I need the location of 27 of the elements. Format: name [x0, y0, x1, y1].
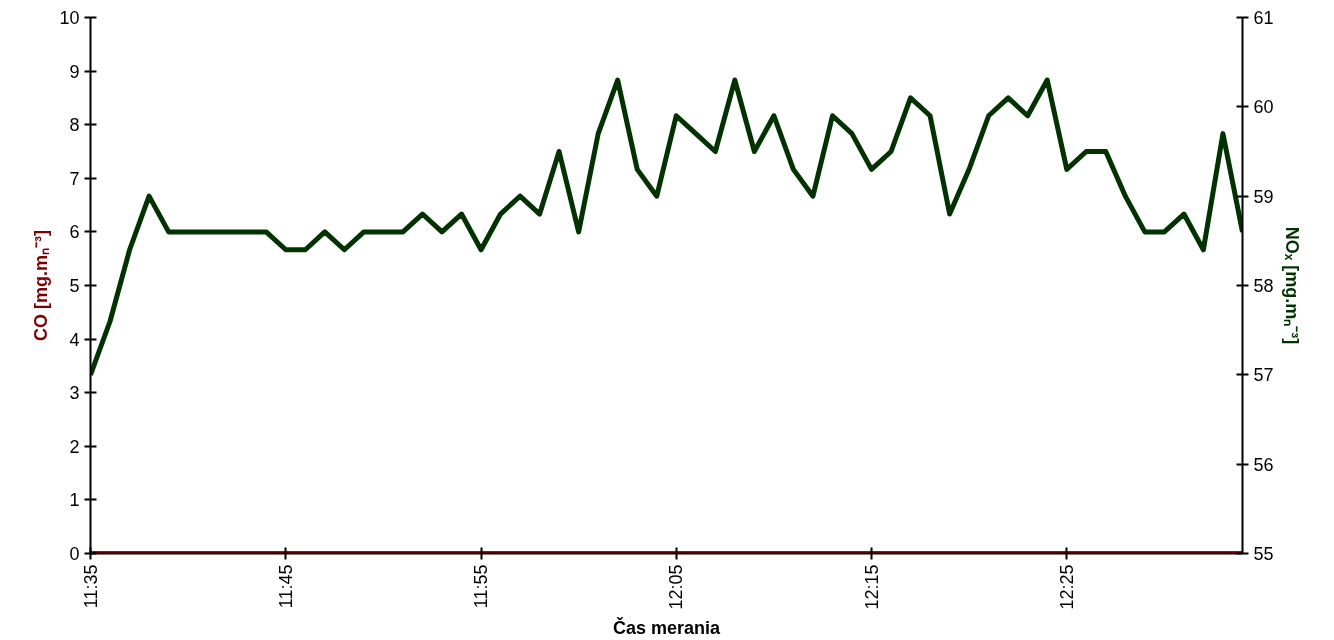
y-tick-label: 6	[69, 222, 80, 243]
x-tick-label: 11:35	[80, 564, 101, 609]
x-tick-label: 11:45	[275, 564, 296, 609]
y-tick-label: 1	[69, 490, 80, 511]
x-tick-label: 12:15	[861, 564, 882, 610]
y-tick-label: 3	[69, 383, 80, 404]
y-tick-label: 5	[69, 276, 80, 296]
y-tick-label: 4	[69, 329, 80, 350]
y2-tick-label: 56	[1253, 454, 1274, 475]
y-tick-label: 2	[69, 436, 80, 457]
y2-tick-label: 61	[1253, 8, 1274, 28]
y2-tick-label: 57	[1253, 365, 1274, 386]
y2-tick-label: 60	[1253, 97, 1274, 118]
y-axis-title: CO [mg.mₙ⁻³]	[31, 229, 52, 341]
y-tick-label: 7	[69, 168, 80, 189]
y2-axis-title: NOₓ [mg.mₙ⁻³]	[1281, 226, 1302, 345]
x-axis-title: Čas merania	[612, 616, 722, 638]
x-tick-label: 11:55	[471, 564, 492, 609]
y2-tick-label: 58	[1253, 276, 1274, 296]
y-tick-label: 8	[69, 115, 80, 136]
x-tick-label: 12:25	[1056, 564, 1077, 610]
y-tick-label: 10	[59, 8, 80, 28]
y-tick-label: 9	[69, 61, 80, 82]
y2-tick-label: 59	[1253, 186, 1274, 207]
y2-tick-label: 55	[1253, 544, 1274, 564]
x-tick-label: 12:05	[666, 564, 687, 610]
y-tick-label: 0	[69, 544, 80, 564]
